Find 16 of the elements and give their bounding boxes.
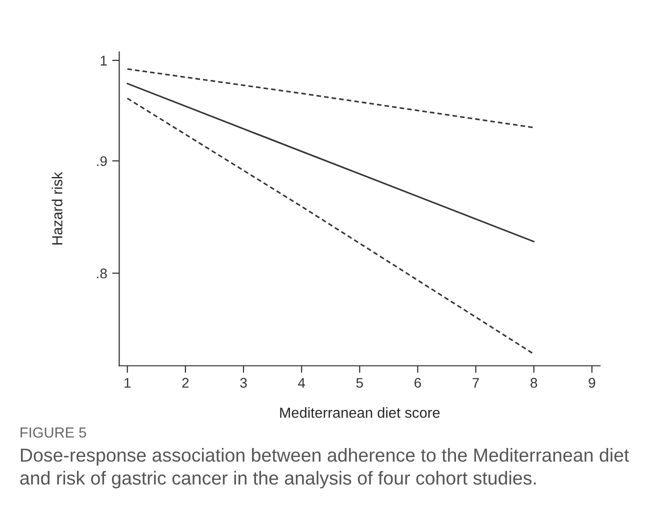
y-tick-label: .8 (97, 268, 107, 278)
x-tick-label: 6 (414, 378, 421, 388)
text: Dose-response association between adherence to the Mediterranean diet and risk of gastric cancer in the analysis of four cohort studies. (20, 448, 630, 488)
x-tick-label: 7 (472, 378, 479, 388)
y-axis-title: Hazard risk (52, 172, 62, 244)
y-tick-label: 1 (100, 56, 107, 66)
x-tick-label: 1 (124, 378, 131, 388)
x-tick-label: 9 (588, 378, 596, 388)
caption: FIGURE 5 (20, 427, 86, 438)
x-tick-label: 4 (298, 378, 306, 388)
x-tick-label: 2 (182, 378, 189, 388)
x-tick-label: 3 (240, 378, 247, 388)
x-tick-label: 5 (356, 378, 363, 388)
x-tick-label: 8 (530, 378, 538, 388)
y-tick-label: .9 (97, 156, 107, 166)
x-axis-title: Mediterranean diet score (280, 407, 440, 418)
